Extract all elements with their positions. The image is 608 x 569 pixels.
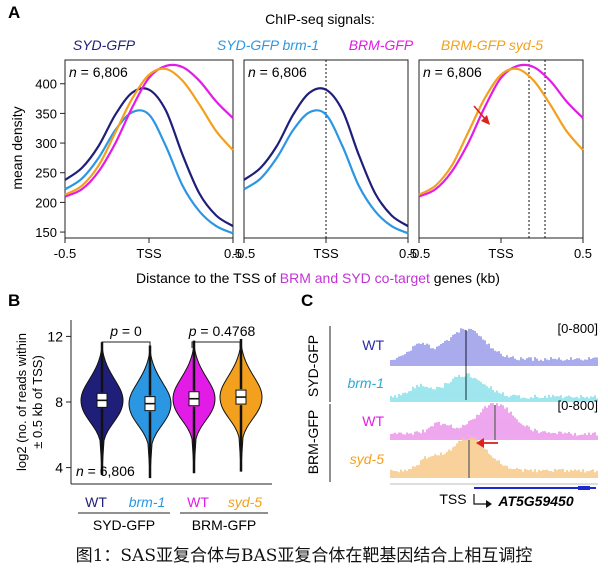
n-label-b: n = 6,806 [76, 463, 135, 479]
y-axis-label-b-line2: ± 0.5 kb of TSS) [30, 355, 45, 449]
comparison-bracket-2 [191, 341, 241, 348]
legend-syd-gfp: SYD-GFP [73, 37, 136, 53]
line-syd-gfp-plot2 [243, 87, 409, 228]
n-label-2: n = 6,806 [248, 64, 307, 80]
y-tick-label-b: 8 [55, 394, 63, 410]
y-axis-label-a: mean density [9, 106, 25, 189]
x-tick-label: TSS [488, 246, 514, 261]
panel-label-b: B [8, 291, 20, 310]
line-brm-gfp-syd-5-plot3 [418, 67, 584, 196]
category-syd5: syd-5 [228, 494, 262, 510]
gene-label: AT5G59450 [497, 493, 573, 509]
track-label-wt-syd: WT [362, 337, 384, 353]
signal-track-4 [390, 436, 598, 478]
y-tick-label: 400 [35, 77, 57, 92]
line-syd-gfp-brm-1-plot2 [243, 109, 409, 235]
n-label-3: n = 6,806 [423, 64, 482, 80]
signal-track-2 [390, 373, 598, 402]
red-arrow-left-icon [476, 438, 498, 448]
group-label-c-brm: BRM-GFP [305, 410, 321, 475]
red-arrow-icon [473, 105, 490, 125]
y-tick-label: 150 [35, 225, 57, 240]
category-brm1: brm-1 [129, 494, 166, 510]
x-tick-label: 0.5 [224, 246, 242, 261]
figure-caption: 图1：SAS亚复合体与BAS亚复合体在靶基因结合上相互调控 [75, 546, 533, 566]
tss-arrow-icon [473, 494, 488, 505]
plot-frame-3 [418, 59, 584, 239]
legend-brm-gfp-syd5: BRM-GFP syd-5 [441, 37, 543, 53]
y-tick-label: 300 [35, 136, 57, 151]
track-label-wt-brm: WT [362, 413, 384, 429]
plot-1-series [64, 63, 234, 235]
p-value-1: p = 0 [109, 323, 142, 339]
line-syd-gfp-plot1 [64, 87, 234, 228]
category-wt-syd: WT [85, 494, 107, 510]
legend-syd-gfp-brm1: SYD-GFP brm-1 [217, 37, 319, 53]
x-tick-label: 0.5 [574, 246, 592, 261]
x-tick-label: TSS [136, 246, 162, 261]
group-label-brm-gfp: BRM-GFP [192, 517, 257, 533]
x-axis-ticks-a: -0.5 TSS 0.5-0.5 TSS 0.5-0.5 TSS 0.5 [54, 238, 592, 261]
x-tick-label: -0.5 [54, 246, 76, 261]
line-syd-gfp-brm-1-plot1 [64, 109, 234, 235]
x-tick-label: -0.5 [233, 246, 255, 261]
legend-brm-gfp: BRM-GFP [349, 37, 414, 53]
y-axis-label-b-line1: log2 (no. of reads within [14, 333, 29, 471]
panel-label-a: A [8, 3, 20, 22]
panel-a-title: ChIP-seq signals: [265, 11, 375, 27]
n-label-1: n = 6,806 [69, 64, 128, 80]
y-tick-label-b: 4 [55, 460, 63, 476]
line-brm-gfp-syd-5-plot1 [64, 67, 234, 196]
panel-label-c: C [301, 291, 313, 310]
tss-arrowhead-icon [486, 500, 492, 508]
gene-exon-block [578, 486, 590, 490]
y-tick-label-b: 12 [47, 328, 63, 344]
signal-track-1 [390, 328, 598, 366]
group-label-syd-gfp: SYD-GFP [93, 517, 155, 533]
track-label-syd5: syd-5 [350, 451, 384, 467]
plot-3-series [418, 63, 584, 198]
x-tick-label: 0.5 [399, 246, 417, 261]
genome-tracks [390, 328, 598, 478]
range-label-brm: [0-800] [558, 398, 598, 413]
y-tick-label: 350 [35, 106, 57, 121]
y-tick-label: 200 [35, 195, 57, 210]
track-label-brm1: brm-1 [347, 375, 384, 391]
plot-2-series [243, 87, 409, 235]
tss-label-c: TSS [439, 491, 466, 507]
group-label-c-syd: SYD-GFP [305, 335, 321, 397]
line-brm-gfp-plot1 [64, 63, 234, 198]
y-axis-ticks-b: 4 8 12 [47, 328, 71, 476]
y-tick-label: 250 [35, 166, 57, 181]
plot-frame-1 [64, 59, 234, 239]
signal-track-3 [390, 403, 598, 440]
x-tick-label: -0.5 [408, 246, 430, 261]
violin-plots [80, 338, 263, 479]
x-tick-label: TSS [313, 246, 339, 261]
line-brm-gfp-plot3 [418, 63, 584, 198]
category-wt-brm: WT [187, 494, 209, 510]
y-axis-ticks-a: 150 200 250 300 350 400 [35, 77, 65, 240]
x-axis-label-a: Distance to the TSS of BRM and SYD co-ta… [136, 270, 500, 286]
range-label-syd: [0-800] [558, 321, 598, 336]
comparison-bracket-1 [101, 341, 151, 348]
p-value-2: p = 0.4768 [188, 323, 256, 339]
